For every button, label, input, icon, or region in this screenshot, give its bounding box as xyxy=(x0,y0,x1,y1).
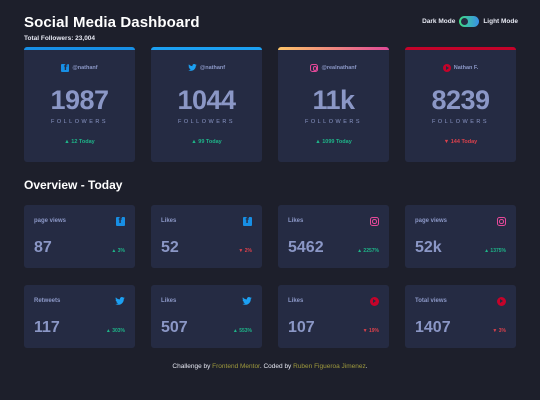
follower-count: 1044 xyxy=(177,85,236,115)
metric-change: ▲ 303% xyxy=(105,328,125,334)
today-change: ▼ 144 Today xyxy=(443,139,478,145)
dark-mode-label: Dark Mode xyxy=(422,18,456,25)
author-link[interactable]: Ruben Figueroa Jimenez xyxy=(293,363,366,370)
metric-change: ▲ 1375% xyxy=(484,248,506,254)
frontend-mentor-link[interactable]: Frontend Mentor xyxy=(212,363,260,370)
metric-name: Likes xyxy=(288,218,304,224)
instagram-icon xyxy=(310,64,319,72)
header: Social Media Dashboard Total Followers: … xyxy=(24,14,518,48)
overview-card[interactable]: Total views 1407 ▼ 3% xyxy=(405,285,516,348)
toggle-knob xyxy=(461,18,469,25)
card-youtube[interactable]: Nathan F. 8239 FOLLOWERS ▼ 144 Today xyxy=(405,47,516,162)
today-change: ▲ 12 Today xyxy=(64,139,95,145)
card-handle: @nathanf xyxy=(151,64,262,71)
total-followers: Total Followers: 23,004 xyxy=(24,35,96,42)
overview-card[interactable]: page views 52k ▲ 1375% xyxy=(405,205,516,268)
card-facebook[interactable]: @nathanf 1987 FOLLOWERS ▲ 12 Today xyxy=(24,47,135,162)
card-twitter[interactable]: @nathanf 1044 FOLLOWERS ▲ 99 Today xyxy=(151,47,262,162)
card-handle: @nathanf xyxy=(24,63,135,72)
followers-label: FOLLOWERS xyxy=(431,119,490,125)
metric-value: 1407 xyxy=(415,319,451,336)
overview-card[interactable]: Likes 107 ▼ 19% xyxy=(278,285,389,348)
followers-label: FOLLOWERS xyxy=(177,119,236,125)
metric-value: 117 xyxy=(34,319,60,336)
metric-name: Likes xyxy=(161,298,177,304)
follower-count: 1987 xyxy=(50,85,109,115)
overview-card[interactable]: Likes 5462 ▲ 2257% xyxy=(278,205,389,268)
metric-change: ▼ 3% xyxy=(492,328,506,334)
metric-name: page views xyxy=(34,218,67,224)
theme-toggle-group: Dark Mode Light Mode xyxy=(422,16,518,27)
youtube-icon xyxy=(497,297,506,306)
metric-change: ▲ 2257% xyxy=(357,248,379,254)
card-handle: @realnathanf xyxy=(278,64,389,72)
card-accent-bar xyxy=(151,47,262,50)
twitter-icon xyxy=(242,297,252,305)
card-instagram[interactable]: @realnathanf 11k FOLLOWERS ▲ 1099 Today xyxy=(278,47,389,162)
overview-card[interactable]: Likes 507 ▲ 553% xyxy=(151,285,262,348)
overview-title: Overview - Today xyxy=(24,178,123,192)
youtube-icon xyxy=(370,297,379,306)
metric-value: 52 xyxy=(161,239,179,256)
card-accent-bar xyxy=(24,47,135,50)
twitter-icon xyxy=(188,64,197,71)
follower-count: 8239 xyxy=(431,85,490,115)
metric-name: Likes xyxy=(288,298,304,304)
footer-attribution: Challenge by Frontend Mentor. Coded by R… xyxy=(172,363,368,370)
metric-value: 107 xyxy=(288,319,315,336)
metric-name: Total views xyxy=(415,298,447,304)
metric-value: 52k xyxy=(415,239,442,256)
card-accent-bar xyxy=(278,47,389,50)
follower-count: 11k xyxy=(312,85,355,115)
facebook-icon xyxy=(116,216,125,226)
instagram-icon xyxy=(497,217,506,226)
twitter-icon xyxy=(115,297,125,305)
metric-change: ▲ 3% xyxy=(111,248,125,254)
today-change: ▲ 1099 Today xyxy=(315,139,352,145)
facebook-icon xyxy=(243,216,252,226)
metric-name: Likes xyxy=(161,218,177,224)
overview-card[interactable]: page views 87 ▲ 3% xyxy=(24,205,135,268)
followers-label: FOLLOWERS xyxy=(304,119,363,125)
overview-card[interactable]: Retweets 117 ▲ 303% xyxy=(24,285,135,348)
metric-name: page views xyxy=(415,218,448,224)
overview-card[interactable]: Likes 52 ▼ 2% xyxy=(151,205,262,268)
metric-value: 5462 xyxy=(288,239,324,256)
followers-label: FOLLOWERS xyxy=(50,119,109,125)
metric-change: ▼ 2% xyxy=(238,248,252,254)
card-accent-bar xyxy=(405,47,516,50)
follower-cards: @nathanf 1987 FOLLOWERS ▲ 12 Today @nath… xyxy=(24,47,516,162)
light-mode-label: Light Mode xyxy=(483,18,518,25)
today-change: ▲ 99 Today xyxy=(191,139,222,145)
metric-change: ▼ 19% xyxy=(362,328,379,334)
theme-toggle[interactable] xyxy=(459,16,480,27)
metric-name: Retweets xyxy=(34,298,61,304)
page-title: Social Media Dashboard xyxy=(24,14,200,31)
metric-value: 87 xyxy=(34,239,52,256)
card-handle: Nathan F. xyxy=(405,64,516,72)
instagram-icon xyxy=(370,217,379,226)
youtube-icon xyxy=(442,64,451,72)
metric-value: 507 xyxy=(161,319,188,336)
metric-change: ▲ 553% xyxy=(232,328,252,334)
facebook-icon xyxy=(61,63,70,72)
